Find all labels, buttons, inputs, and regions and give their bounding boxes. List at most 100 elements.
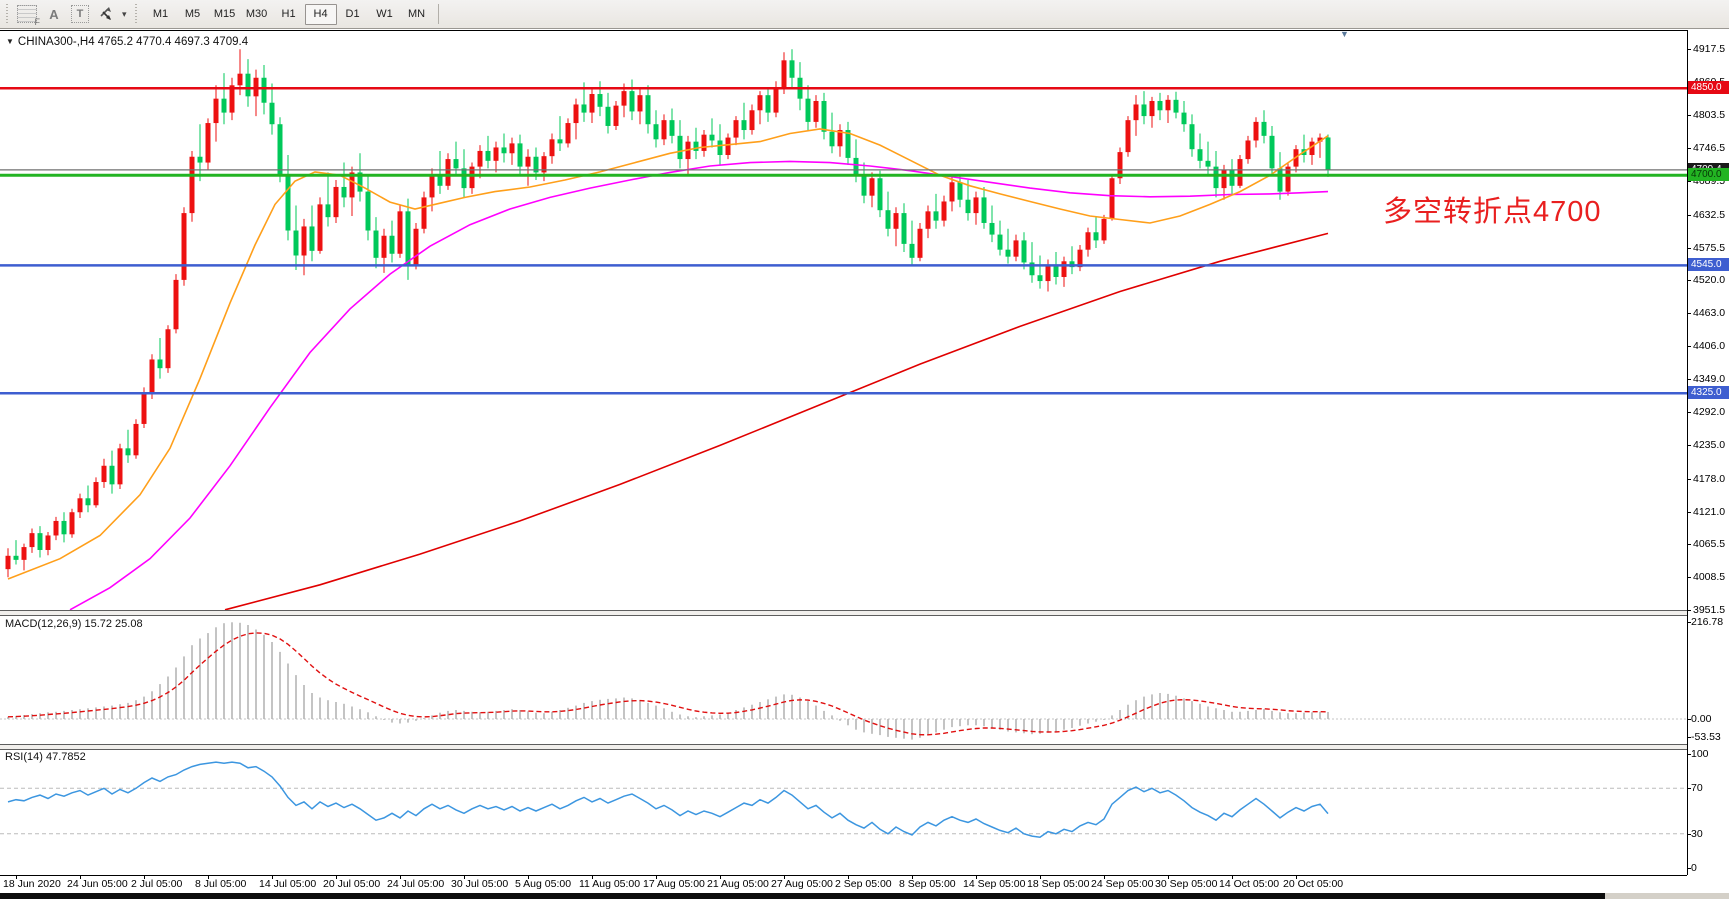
- candle[interactable]: [557, 139, 563, 144]
- candle[interactable]: [917, 228, 923, 258]
- candle[interactable]: [157, 359, 163, 369]
- chart-shift-marker-icon[interactable]: ▼: [1340, 29, 1349, 39]
- candle[interactable]: [277, 124, 283, 175]
- candle[interactable]: [405, 211, 411, 266]
- candle[interactable]: [1085, 232, 1091, 250]
- candle[interactable]: [645, 95, 651, 125]
- candle[interactable]: [245, 73, 251, 97]
- timeframe-button-W1[interactable]: W1: [376, 7, 393, 20]
- candle[interactable]: [1029, 262, 1035, 276]
- candle[interactable]: [101, 465, 107, 483]
- candle[interactable]: [325, 204, 331, 218]
- candle[interactable]: [725, 137, 731, 156]
- toolbar-drag-handle[interactable]: [132, 4, 139, 24]
- candle[interactable]: [29, 533, 35, 548]
- candle[interactable]: [93, 482, 99, 506]
- candle[interactable]: [997, 234, 1003, 250]
- candle[interactable]: [365, 191, 371, 231]
- candle[interactable]: [125, 448, 131, 456]
- candle[interactable]: [1221, 169, 1227, 189]
- candle[interactable]: [197, 156, 203, 163]
- candle[interactable]: [373, 230, 379, 258]
- candle[interactable]: [701, 134, 707, 151]
- candle[interactable]: [629, 91, 635, 112]
- candle[interactable]: [469, 166, 475, 189]
- symbol-dropdown-icon[interactable]: ▼: [6, 37, 14, 46]
- candle[interactable]: [1205, 160, 1211, 167]
- candle[interactable]: [389, 235, 395, 254]
- candle[interactable]: [109, 465, 115, 485]
- candle[interactable]: [565, 123, 571, 144]
- candle[interactable]: [181, 213, 187, 280]
- candle[interactable]: [53, 520, 59, 536]
- candle[interactable]: [141, 392, 147, 424]
- candle[interactable]: [981, 197, 987, 223]
- candle[interactable]: [517, 143, 523, 167]
- candle[interactable]: [853, 157, 859, 176]
- candle[interactable]: [21, 547, 27, 560]
- candle[interactable]: [733, 120, 739, 138]
- candle[interactable]: [541, 156, 547, 173]
- candlestick-series[interactable]: [5, 49, 1331, 578]
- candle[interactable]: [925, 211, 931, 229]
- candle[interactable]: [477, 150, 483, 167]
- candle[interactable]: [741, 120, 747, 131]
- timeframe-button-D1[interactable]: D1: [345, 7, 360, 20]
- candle[interactable]: [45, 535, 51, 550]
- candle[interactable]: [589, 94, 595, 113]
- candle[interactable]: [1237, 159, 1243, 186]
- candle[interactable]: [1189, 124, 1195, 150]
- candle[interactable]: [901, 213, 907, 244]
- candle[interactable]: [805, 98, 811, 122]
- candle[interactable]: [349, 172, 355, 198]
- candle[interactable]: [357, 172, 363, 192]
- candle[interactable]: [653, 124, 659, 140]
- candle[interactable]: [1101, 218, 1107, 241]
- candle[interactable]: [453, 159, 459, 169]
- candle[interactable]: [509, 143, 515, 154]
- candle[interactable]: [1317, 137, 1323, 142]
- candle[interactable]: [1045, 265, 1051, 282]
- candle[interactable]: [61, 520, 67, 535]
- candle[interactable]: [301, 226, 307, 256]
- candle[interactable]: [1157, 100, 1163, 111]
- candle[interactable]: [1141, 104, 1147, 117]
- candle[interactable]: [965, 199, 971, 214]
- candle[interactable]: [821, 100, 827, 132]
- candle[interactable]: [1253, 121, 1259, 141]
- candle[interactable]: [789, 60, 795, 78]
- candle[interactable]: [709, 134, 715, 141]
- candle[interactable]: [413, 228, 419, 266]
- candle[interactable]: [749, 110, 755, 131]
- candle[interactable]: [133, 423, 139, 456]
- candle[interactable]: [637, 95, 643, 112]
- candle[interactable]: [1021, 240, 1027, 263]
- candle[interactable]: [1005, 249, 1011, 257]
- candle[interactable]: [189, 156, 195, 214]
- candle[interactable]: [813, 100, 819, 122]
- text-label-icon[interactable]: T: [71, 5, 89, 23]
- candle[interactable]: [877, 178, 883, 211]
- candle[interactable]: [669, 120, 675, 136]
- candle[interactable]: [1309, 141, 1315, 156]
- timeframe-button-M1[interactable]: M1: [152, 7, 169, 20]
- candle[interactable]: [957, 182, 963, 200]
- candle[interactable]: [1325, 137, 1331, 170]
- candle[interactable]: [1213, 166, 1219, 189]
- candle[interactable]: [1197, 149, 1203, 161]
- candle[interactable]: [1013, 240, 1019, 257]
- candle[interactable]: [1269, 135, 1275, 169]
- chart-canvas[interactable]: [0, 30, 1687, 875]
- candle[interactable]: [677, 135, 683, 160]
- candle[interactable]: [949, 182, 955, 202]
- candle[interactable]: [661, 120, 667, 140]
- candle[interactable]: [317, 204, 323, 251]
- candle[interactable]: [597, 94, 603, 107]
- candle[interactable]: [1173, 99, 1179, 113]
- candle[interactable]: [461, 168, 467, 189]
- candle[interactable]: [37, 533, 43, 550]
- candle[interactable]: [221, 98, 227, 113]
- candle[interactable]: [493, 147, 499, 161]
- timeframe-button-M15[interactable]: M15: [213, 7, 236, 20]
- candle[interactable]: [173, 279, 179, 330]
